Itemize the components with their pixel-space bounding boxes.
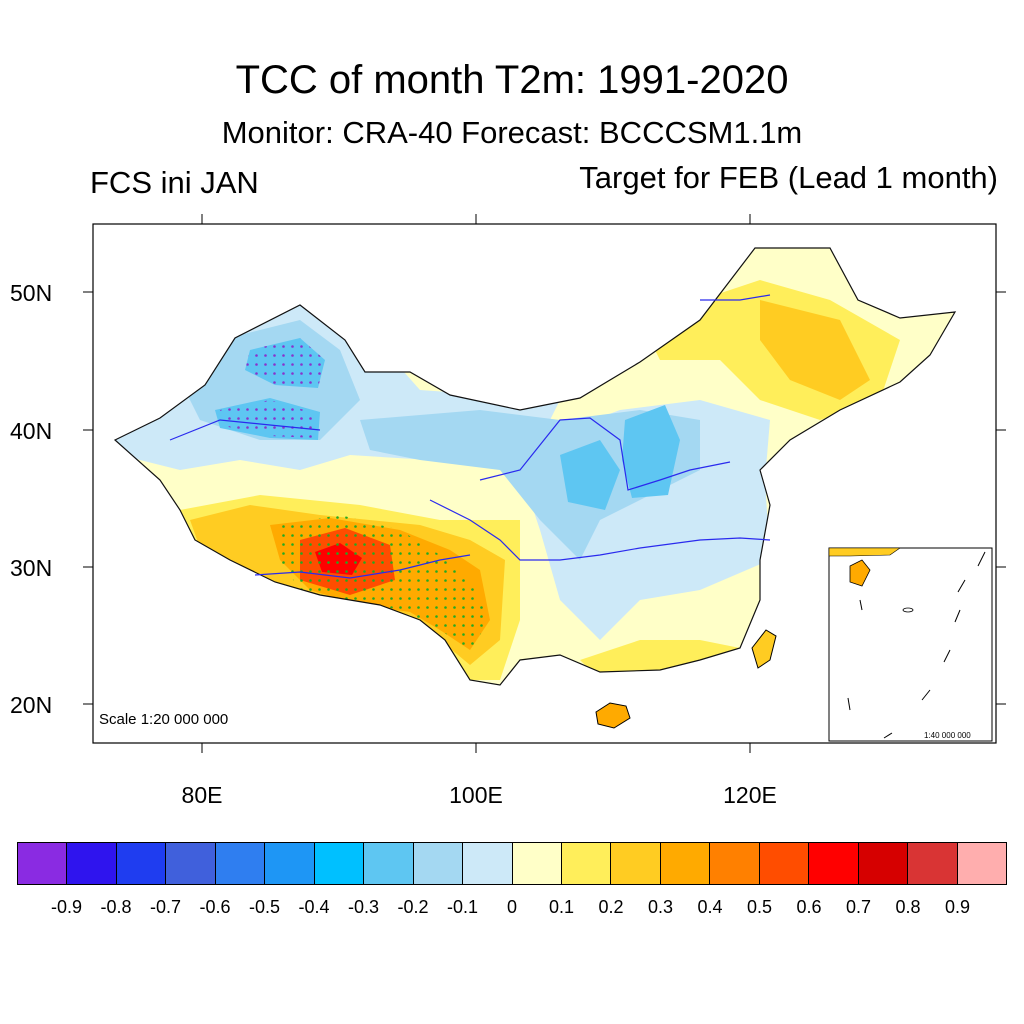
colorbar-tick-label: -0.3 — [347, 897, 380, 917]
inset-content — [829, 548, 986, 739]
colorbar-swatch — [710, 843, 760, 884]
significance-dots-warm — [280, 515, 490, 650]
colorbar-tick-label: 0.9 — [944, 897, 971, 917]
colorbar — [17, 842, 1007, 885]
lat-label-50n: 50N — [10, 280, 53, 306]
forecast-init-label: FCS ini JAN — [90, 165, 259, 200]
colorbar-swatch — [809, 843, 859, 884]
colorbar-tick-label: 0.4 — [697, 897, 723, 917]
significance-dots-tarim — [220, 400, 318, 438]
colorbar-tick-label: 0.5 — [746, 897, 773, 917]
colorbar-swatch — [265, 843, 315, 884]
river-yarlung — [254, 554, 471, 579]
colorbar-swatch — [957, 843, 1007, 884]
target-label: Target for FEB (Lead 1 month) — [579, 160, 998, 195]
colorbar-swatch — [611, 843, 661, 884]
colorbar-tick-label: 0.3 — [647, 897, 674, 917]
river-yangtze — [429, 499, 771, 561]
colorbar-tick-label: 0.1 — [548, 897, 575, 917]
colorbar-tick-label: 0.6 — [796, 897, 822, 917]
colorbar-tick-label: 0.2 — [598, 897, 624, 917]
map-scale-label: Scale 1:20 000 000 — [99, 711, 229, 728]
taiwan-island — [751, 629, 777, 669]
field-northeast-gold — [760, 300, 870, 400]
axis-ticks — [83, 214, 1006, 753]
lon-label-80e: 80E — [181, 782, 223, 808]
lat-label-40n: 40N — [10, 418, 53, 444]
colorbar-tick-label: -0.9 — [50, 897, 83, 917]
river-amur — [700, 294, 771, 301]
colorbar-swatch — [67, 843, 117, 884]
colorbar-swatch — [166, 843, 216, 884]
colorbar-tick-label: -0.5 — [248, 897, 281, 917]
inset-scale-label: 1:40 000 000 — [924, 731, 971, 740]
hainan-island — [595, 702, 631, 729]
colorbar-swatch — [660, 843, 711, 884]
colorbar-swatch — [561, 843, 612, 884]
colorbar-tick-label: 0.7 — [845, 897, 872, 917]
field-shaanxi-blue — [622, 405, 680, 498]
chart-title: TCC of month T2m: 1991-2020 — [235, 58, 789, 102]
colorbar-swatch — [215, 843, 266, 884]
colorbar-swatch — [116, 843, 167, 884]
field-central-blue — [360, 410, 700, 560]
lat-label-30n: 30N — [10, 555, 53, 581]
colorbar-tick-label: -0.8 — [100, 897, 132, 917]
chart-subtitle: Monitor: CRA-40 Forecast: BCCCSM1.1m — [221, 115, 803, 150]
colorbar-swatch — [759, 843, 810, 884]
colorbar-swatch — [18, 843, 68, 884]
colorbar-swatch — [463, 843, 513, 884]
colorbar-tick-label: -0.2 — [397, 897, 429, 917]
colorbar-swatch — [858, 843, 909, 884]
river-yellow — [479, 417, 731, 491]
colorbar-tick-label: -0.1 — [446, 897, 479, 917]
lon-label-120e: 120E — [723, 782, 777, 808]
colorbar-tick-label: -0.6 — [199, 897, 231, 917]
field-sichuan-blue — [560, 440, 620, 510]
river-tarim — [169, 419, 321, 441]
lon-label-100e: 100E — [449, 782, 503, 808]
colorbar-swatch — [413, 843, 464, 884]
lat-label-20n: 20N — [10, 692, 53, 718]
colorbar-swatch — [314, 843, 365, 884]
colorbar-tick-label: -0.4 — [298, 897, 330, 917]
colorbar-swatch — [908, 843, 958, 884]
colorbar-tick-label: 0.8 — [895, 897, 921, 917]
china-border — [113, 247, 957, 686]
colorbar-swatch — [512, 843, 562, 884]
colorbar-tick-label: 0 — [506, 897, 517, 917]
significance-dots-tianshan — [245, 338, 325, 388]
colorbar-swatch — [364, 843, 414, 884]
colorbar-tick-label: -0.7 — [149, 897, 182, 917]
